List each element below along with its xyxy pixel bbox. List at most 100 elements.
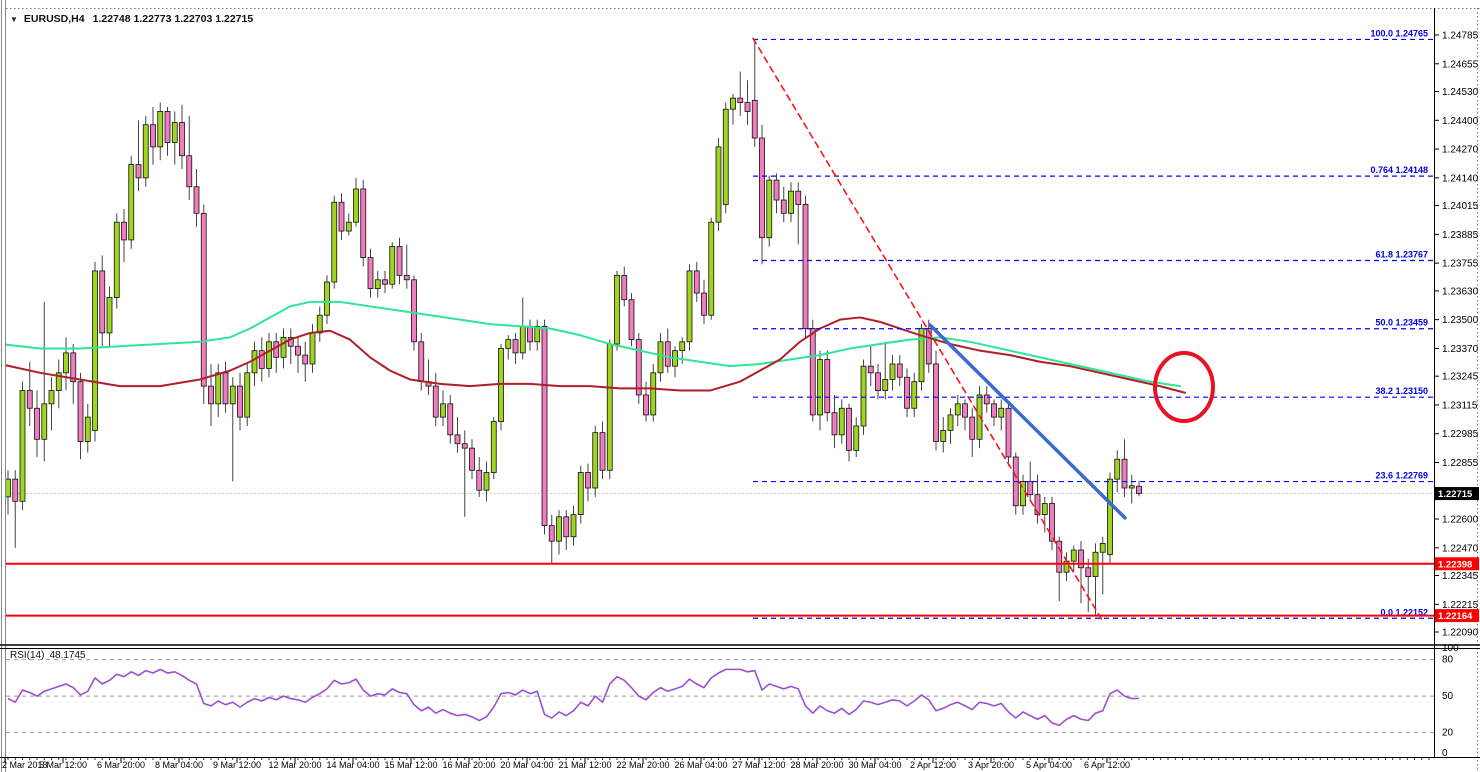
bull-candle	[882, 379, 889, 391]
rsi-name: RSI(14)	[10, 650, 45, 661]
bull-candle	[1099, 542, 1106, 553]
ma-fast-line[interactable]	[0, 300, 1181, 388]
bear-candle	[186, 155, 193, 188]
time-tick-label: 6 Apr 12:00	[1084, 760, 1130, 770]
bearish-dashed-trendline[interactable]	[752, 37, 1103, 621]
y-axis-tick-label: 1.23500	[1442, 315, 1479, 326]
fib-level-label: 23.6 1.22769	[1375, 471, 1428, 481]
bull-candle	[650, 372, 657, 416]
bear-candle	[179, 122, 185, 157]
bull-candle	[440, 403, 446, 418]
time-tick-label: 27 Mar 12:00	[732, 760, 785, 770]
bull-candle	[309, 332, 316, 365]
bull-candle	[229, 385, 236, 405]
main-panel[interactable]: 100.0 1.24765 0.764 1.24148 61.8 1.23767 50…	[0, 28, 1434, 621]
rsi-value: 48.1745	[49, 650, 86, 661]
time-tick-label: 9 Mar 12:00	[213, 760, 261, 770]
bear-candle	[12, 478, 19, 502]
bear-candle	[200, 212, 207, 387]
bear-candle	[802, 204, 809, 329]
bull-candle	[954, 403, 961, 416]
y-axis-tick-label: 1.22855	[1442, 458, 1479, 469]
bear-candle	[193, 186, 200, 214]
chart-title-bar: ▼ EURUSD,H4 1.22748 1.22773 1.22703 1.2271…	[10, 13, 253, 25]
bull-candle	[1128, 485, 1135, 489]
bull-candle	[266, 341, 272, 369]
bear-candle	[962, 403, 968, 418]
bear-candle	[237, 385, 243, 418]
bear-candle	[164, 111, 171, 143]
bear-candle	[367, 257, 374, 290]
bear-candle	[302, 354, 309, 365]
fibonacci-retracement[interactable]: 100.0 1.24765 0.764 1.24148 61.8 1.23767 50…	[753, 28, 1434, 619]
bear-candle	[1078, 549, 1084, 569]
y-axis-tick-label: 1.23245	[1442, 372, 1479, 383]
rsi-panel[interactable]	[6, 659, 1434, 734]
bear-candle	[396, 246, 403, 276]
bull-candle	[1041, 503, 1048, 515]
y-axis-tick-label: 1.24140	[1442, 173, 1479, 184]
y-axis-tick-label: 1.24015	[1442, 201, 1479, 212]
bull-candle	[592, 432, 599, 489]
bull-candle	[715, 146, 722, 223]
bear-candle	[759, 137, 765, 239]
symbol-dropdown-icon[interactable]: ▼	[10, 15, 18, 24]
time-tick-label: 2 Mar 2018	[2, 760, 48, 770]
bull-candle	[316, 314, 323, 334]
bear-candle	[621, 274, 628, 301]
bull-candle	[686, 270, 693, 343]
bull-candle	[817, 359, 823, 416]
y-axis-tick-label: 1.23885	[1442, 230, 1479, 241]
rsi-scale-label: 50	[1442, 691, 1454, 702]
rsi-scale-label: 0	[1442, 748, 1448, 759]
bear-candle	[991, 403, 997, 418]
bear-candle	[628, 299, 635, 340]
bull-candle	[838, 407, 845, 436]
bear-candle	[1136, 485, 1142, 494]
bull-candle	[92, 270, 98, 431]
bearish-solid-trendline[interactable]	[928, 323, 1127, 520]
bull-candle	[19, 390, 26, 502]
ma-slow-line[interactable]	[0, 316, 1186, 394]
bull-candle	[1070, 549, 1077, 562]
bear-candle	[26, 390, 33, 409]
bear-candle	[295, 345, 301, 356]
bear-candle	[34, 407, 40, 440]
bear-candle	[643, 394, 649, 416]
y-axis-tick-label: 1.22215	[1442, 600, 1479, 611]
time-tick-label: 21 Mar 12:00	[558, 760, 611, 770]
bull-candle	[345, 221, 352, 232]
bull-candle	[483, 472, 490, 491]
y-axis-tick-label: 1.23755	[1442, 259, 1479, 270]
bull-candle	[947, 414, 954, 431]
bull-candle	[998, 407, 1005, 418]
current-price-tag-text: 1.22715	[1438, 489, 1473, 500]
fib-level-label: 0.0 1.22152	[1380, 607, 1428, 617]
bear-candle	[548, 525, 555, 542]
bear-candle	[701, 292, 707, 316]
y-axis-tick-label: 1.23115	[1442, 400, 1478, 411]
bull-candle	[860, 365, 867, 427]
bear-candle	[969, 416, 976, 440]
bull-candle	[215, 372, 222, 405]
bear-candle	[512, 339, 519, 354]
bear-candle	[418, 341, 425, 383]
symbol-timeframe-label: EURUSD,H4	[23, 13, 85, 25]
bull-candle	[113, 221, 120, 298]
bear-candle	[222, 372, 229, 405]
bear-candle	[382, 279, 388, 285]
y-axis-tick-label: 1.23370	[1442, 344, 1479, 355]
bear-candle	[744, 102, 751, 112]
price-axis[interactable]: 1.24785 1.24655 1.24530 1.24400 1.24270 1.241…	[1434, 31, 1479, 639]
highlight-circle[interactable]	[1153, 350, 1215, 423]
bull-candle	[251, 350, 258, 374]
bear-candle	[411, 279, 417, 343]
bear-candle	[1027, 480, 1034, 496]
bear-candle	[831, 412, 838, 436]
bear-candle	[99, 270, 106, 334]
bear-candle	[360, 188, 367, 259]
bear-candle	[933, 363, 939, 442]
support-price-tag-text: 1.22164	[1438, 611, 1473, 622]
